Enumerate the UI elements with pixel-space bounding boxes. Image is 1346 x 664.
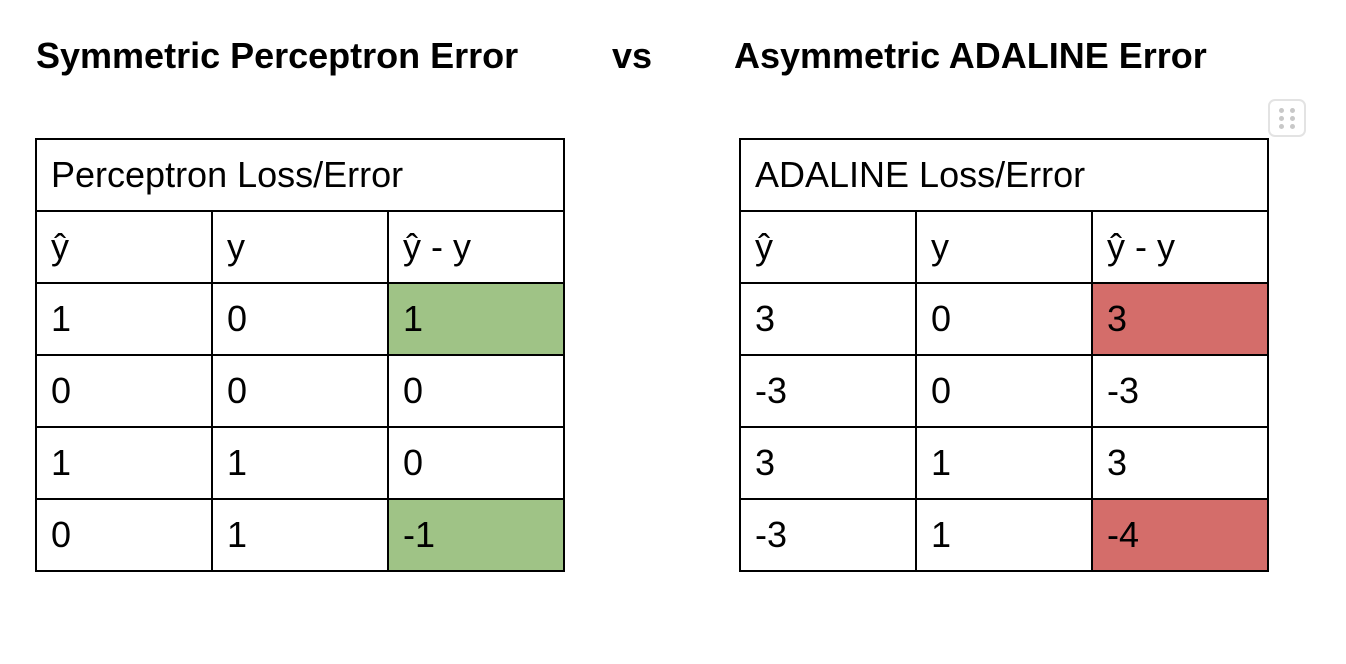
cell-y-hat: 1 — [35, 426, 213, 500]
table-header-row: ŷ y ŷ - y — [35, 210, 565, 284]
column-header-y-hat: ŷ — [739, 210, 917, 284]
column-header-error: ŷ - y — [1091, 210, 1269, 284]
heading-vs: vs — [612, 35, 653, 76]
cell-error: 0 — [387, 354, 565, 428]
cell-y: 1 — [211, 498, 389, 572]
table-row: 1 0 1 — [35, 282, 565, 356]
perceptron-loss-table: Perceptron Loss/Error ŷ y ŷ - y 1 0 1 0 … — [35, 138, 565, 572]
table-row: -3 0 -3 — [739, 354, 1269, 428]
cell-error: 3 — [1091, 426, 1269, 500]
table-title: Perceptron Loss/Error — [35, 138, 565, 212]
column-header-y: y — [915, 210, 1093, 284]
cell-error: 0 — [387, 426, 565, 500]
column-header-error: ŷ - y — [387, 210, 565, 284]
table-title-row: Perceptron Loss/Error — [35, 138, 565, 212]
cell-y-hat: -3 — [739, 354, 917, 428]
cell-y: 0 — [915, 354, 1093, 428]
table-header-row: ŷ y ŷ - y — [739, 210, 1269, 284]
cell-y-hat: 3 — [739, 426, 917, 500]
table-drag-handle[interactable] — [1268, 99, 1306, 137]
cell-y: 0 — [211, 354, 389, 428]
cell-y-hat: -3 — [739, 498, 917, 572]
column-header-y-hat: ŷ — [35, 210, 213, 284]
heading-asymmetric-adaline: Asymmetric ADALINE Error — [734, 35, 1207, 76]
cell-error: -1 — [387, 498, 565, 572]
cell-error: 3 — [1091, 282, 1269, 356]
table-title-row: ADALINE Loss/Error — [739, 138, 1269, 212]
adaline-loss-table: ADALINE Loss/Error ŷ y ŷ - y 3 0 3 -3 0 … — [739, 138, 1269, 572]
cell-y: 1 — [915, 498, 1093, 572]
table-row: 3 0 3 — [739, 282, 1269, 356]
cell-y-hat: 0 — [35, 498, 213, 572]
cell-y: 0 — [915, 282, 1093, 356]
column-header-y: y — [211, 210, 389, 284]
cell-y: 0 — [211, 282, 389, 356]
cell-y: 1 — [915, 426, 1093, 500]
cell-error: -4 — [1091, 498, 1269, 572]
table-row: 0 1 -1 — [35, 498, 565, 572]
cell-y: 1 — [211, 426, 389, 500]
table-row: -3 1 -4 — [739, 498, 1269, 572]
cell-y-hat: 3 — [739, 282, 917, 356]
cell-y-hat: 1 — [35, 282, 213, 356]
table-row: 3 1 3 — [739, 426, 1269, 500]
cell-error: -3 — [1091, 354, 1269, 428]
cell-error: 1 — [387, 282, 565, 356]
table-row: 1 1 0 — [35, 426, 565, 500]
table-title: ADALINE Loss/Error — [739, 138, 1269, 212]
cell-y-hat: 0 — [35, 354, 213, 428]
heading-symmetric-perceptron: Symmetric Perceptron Error — [36, 35, 519, 76]
table-row: 0 0 0 — [35, 354, 565, 428]
